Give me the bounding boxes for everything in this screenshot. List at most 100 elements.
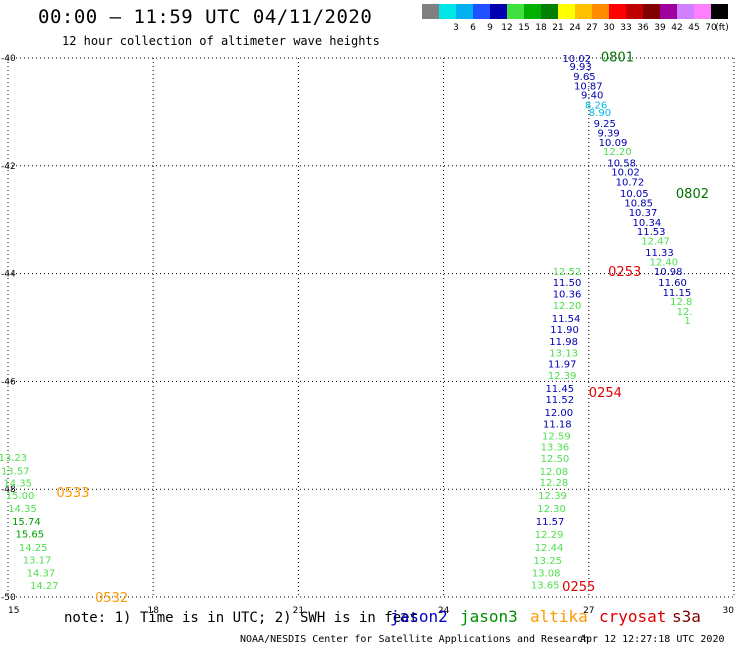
color-scale-tick-label: 30 (603, 23, 615, 33)
wave-height-point: 13.25 (533, 556, 562, 567)
wave-height-point: 12.52 (553, 267, 582, 278)
color-scale-swatch (490, 4, 507, 19)
wave-height-point: 9.25 (594, 119, 616, 130)
wave-height-point: 12.44 (535, 543, 564, 554)
wave-height-point: 11.53 (637, 227, 666, 238)
time-label: 0253 (608, 265, 641, 280)
wave-height-point: 13.36 (541, 443, 570, 454)
color-scale-swatch (694, 4, 711, 19)
wave-height-point: 14.37 (27, 569, 56, 580)
wave-height-point: 1 (684, 316, 690, 327)
color-scale-unit: (ft) (715, 23, 729, 33)
color-scale-tick-label: 27 (586, 23, 597, 33)
time-label: 0254 (589, 386, 622, 401)
wave-height-point: 11.50 (553, 278, 582, 289)
time-label: 0802 (676, 187, 709, 202)
y-tick-label: -48 (1, 485, 16, 495)
wave-height-point: 10.37 (629, 208, 658, 219)
color-scale-tick-label: 3 (453, 23, 459, 33)
color-scale: 3 6 9 12 15 18 21 24 27 30 33 36 39 42 45 70(ft) (422, 4, 729, 33)
wave-height-point: 12.20 (603, 147, 632, 158)
color-scale-swatch (643, 4, 660, 19)
x-tick-label: 15 (8, 606, 19, 616)
time-label: 0255 (562, 580, 595, 595)
wave-height-point: 11.33 (645, 248, 674, 259)
wave-height-point: 11.45 (545, 384, 574, 395)
color-scale-tick-label: 6 (470, 23, 476, 33)
wave-height-point: 13.17 (23, 555, 52, 566)
color-scale-swatch (592, 4, 609, 19)
legend-altika: altika (530, 607, 588, 626)
color-scale-tick-label: 21 (552, 23, 563, 33)
chart-title: 00:00 — 11:59 UTC 04/11/2020 (38, 6, 373, 28)
time-labels: 0801 0802 0253 0254 0533 0532 0255 (56, 50, 709, 606)
wave-height-point: 12.8 (670, 297, 692, 308)
wave-height-point: 10.72 (616, 177, 645, 188)
color-scale-swatch (422, 4, 439, 19)
legend-jason2: jason2 (390, 607, 448, 626)
wave-height-point: 11.57 (536, 517, 565, 528)
color-scale-tick-label: 33 (620, 23, 631, 33)
wave-height-point: 9.40 (581, 91, 603, 102)
y-tick-label: -42 (1, 162, 16, 172)
wave-height-point: 11.60 (658, 278, 687, 289)
footer-timestamp: Apr 12 12:27:18 UTC 2020 (580, 634, 725, 645)
wave-height-point: 12.29 (535, 530, 564, 541)
wave-height-point: 11.18 (543, 419, 572, 430)
wave-height-point: 12.39 (548, 371, 577, 382)
x-tick-label: 27 (583, 606, 594, 616)
color-scale-swatch (711, 4, 728, 19)
color-scale-tick-label: 15 (518, 23, 529, 33)
wave-height-point: 11.98 (549, 337, 578, 348)
wave-height-point: 10.09 (599, 138, 628, 149)
x-tick-label: 18 (147, 606, 159, 616)
wave-height-point: 13.08 (532, 569, 561, 580)
wave-height-point: 14.35 (8, 504, 37, 515)
wave-height-point: 12.50 (541, 454, 570, 465)
wave-height-point: 13.23 (0, 453, 27, 464)
wave-height-point: 11.54 (552, 314, 581, 325)
color-scale-swatch (439, 4, 456, 19)
wave-height-point: 8.26 (585, 100, 607, 111)
color-scale-tick-label: 70 (705, 23, 717, 33)
time-label: 0533 (56, 486, 89, 501)
wave-height-point: 10.85 (624, 198, 653, 209)
footer-credit: NOAA/NESDIS Center for Satellite Applica… (240, 634, 590, 645)
color-scale-tick-label: 39 (654, 23, 666, 33)
wave-height-point: 12.28 (540, 478, 569, 489)
wave-height-point: 10.05 (620, 189, 649, 200)
wave-height-point: 12.30 (537, 504, 566, 515)
color-scale-swatch (541, 4, 558, 19)
color-scale-swatch (524, 4, 541, 19)
axis-ticks: 15 18 21 24 27 30 -40 -42 -44 -46 -48 -50 (1, 54, 734, 616)
chart-subtitle: 12 hour collection of altimeter wave hei… (62, 34, 380, 48)
wave-height-point: 8.90 (589, 108, 611, 119)
wave-height-point: 10.58 (607, 159, 636, 170)
color-scale-tick-label: 42 (671, 23, 682, 33)
color-scale-tick-label: 12 (501, 23, 512, 33)
footnote: note: 1) Time is in UTC; 2) SWH is in fe… (64, 610, 419, 626)
wave-height-point: 13.57 (1, 466, 30, 477)
y-tick-label: -50 (1, 593, 16, 603)
legend-jason3: jason3 (460, 607, 518, 626)
legend-cryosat: cryosat (599, 607, 667, 626)
wave-height-point: 12.20 (553, 301, 582, 312)
wave-height-point: 12.39 (538, 491, 567, 502)
wave-height-point: 14.35 (3, 479, 32, 490)
wave-height-point: 12.59 (542, 431, 571, 442)
wave-height-point: 10.02 (611, 168, 640, 179)
y-tick-label: -46 (1, 377, 16, 387)
color-scale-swatch (677, 4, 694, 19)
wave-height-point: 13.13 (549, 348, 578, 359)
wave-height-point: 10.02 (562, 54, 591, 65)
color-scale-swatch (609, 4, 626, 19)
time-label: 0532 (95, 591, 128, 606)
wave-height-point: 11.15 (663, 288, 692, 299)
x-tick-label: 21 (293, 606, 304, 616)
color-scale-swatch (660, 4, 677, 19)
color-scale-tick-label: 24 (569, 23, 581, 33)
color-scale-swatch (473, 4, 490, 19)
wave-height-labels: 10.029.939.6510.879.408.268.909.259.3910… (0, 54, 693, 592)
wave-height-point: 14.25 (19, 543, 48, 554)
